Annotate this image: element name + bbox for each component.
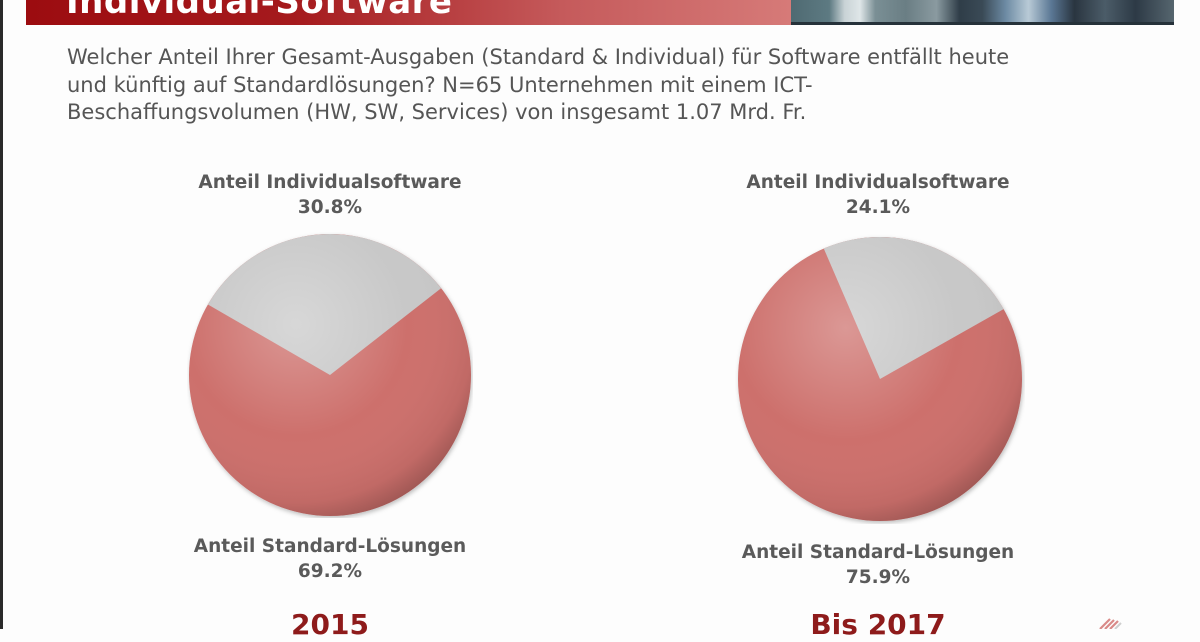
standard-share-label: Anteil Standard-Lösungen 69.2%	[130, 534, 530, 584]
question-line-3: Beschaffungsvolumen (HW, SW, Services) v…	[67, 100, 807, 124]
standard-value-text: 75.9%	[845, 567, 911, 588]
pie-chart-2017: Anteil Individualsoftware 24.1% Anteil S…	[678, 0, 1078, 641]
individual-label-text: Anteil Individualsoftware	[198, 172, 462, 193]
pie-graphic-2017	[738, 237, 1022, 521]
standard-label-text: Anteil Standard-Lösungen	[741, 542, 1015, 563]
standard-label-text: Anteil Standard-Lösungen	[193, 536, 467, 557]
slide-left-border	[0, 0, 3, 629]
pie-chart-2015: Anteil Individualsoftware 30.8% Anteil S…	[130, 0, 530, 641]
pie-graphic-2015	[189, 234, 471, 516]
individual-value-text: 24.1%	[845, 197, 911, 218]
header-bar: Individual-Software	[26, 0, 791, 25]
standard-share-label: Anteil Standard-Lösungen 75.9%	[678, 540, 1078, 590]
page-title: Individual-Software	[66, 0, 453, 22]
standard-value-text: 69.2%	[297, 561, 363, 582]
individual-share-label: Anteil Individualsoftware 30.8%	[130, 170, 530, 220]
individual-label-text: Anteil Individualsoftware	[746, 172, 1010, 193]
individual-share-label: Anteil Individualsoftware 24.1%	[678, 170, 1078, 220]
year-label-2015: 2015	[291, 608, 369, 641]
corner-logo-icon	[1099, 618, 1122, 629]
year-label-2017: Bis 2017	[810, 608, 946, 641]
survey-question: Welcher Anteil Ihrer Gesamt-Ausgaben (St…	[67, 44, 1167, 127]
question-line-1: Welcher Anteil Ihrer Gesamt-Ausgaben (St…	[67, 45, 1010, 69]
individual-value-text: 30.8%	[297, 197, 363, 218]
header-photo-banner	[791, 0, 1174, 25]
question-line-2: und künftig auf Standardlösungen? N=65 U…	[67, 72, 813, 97]
